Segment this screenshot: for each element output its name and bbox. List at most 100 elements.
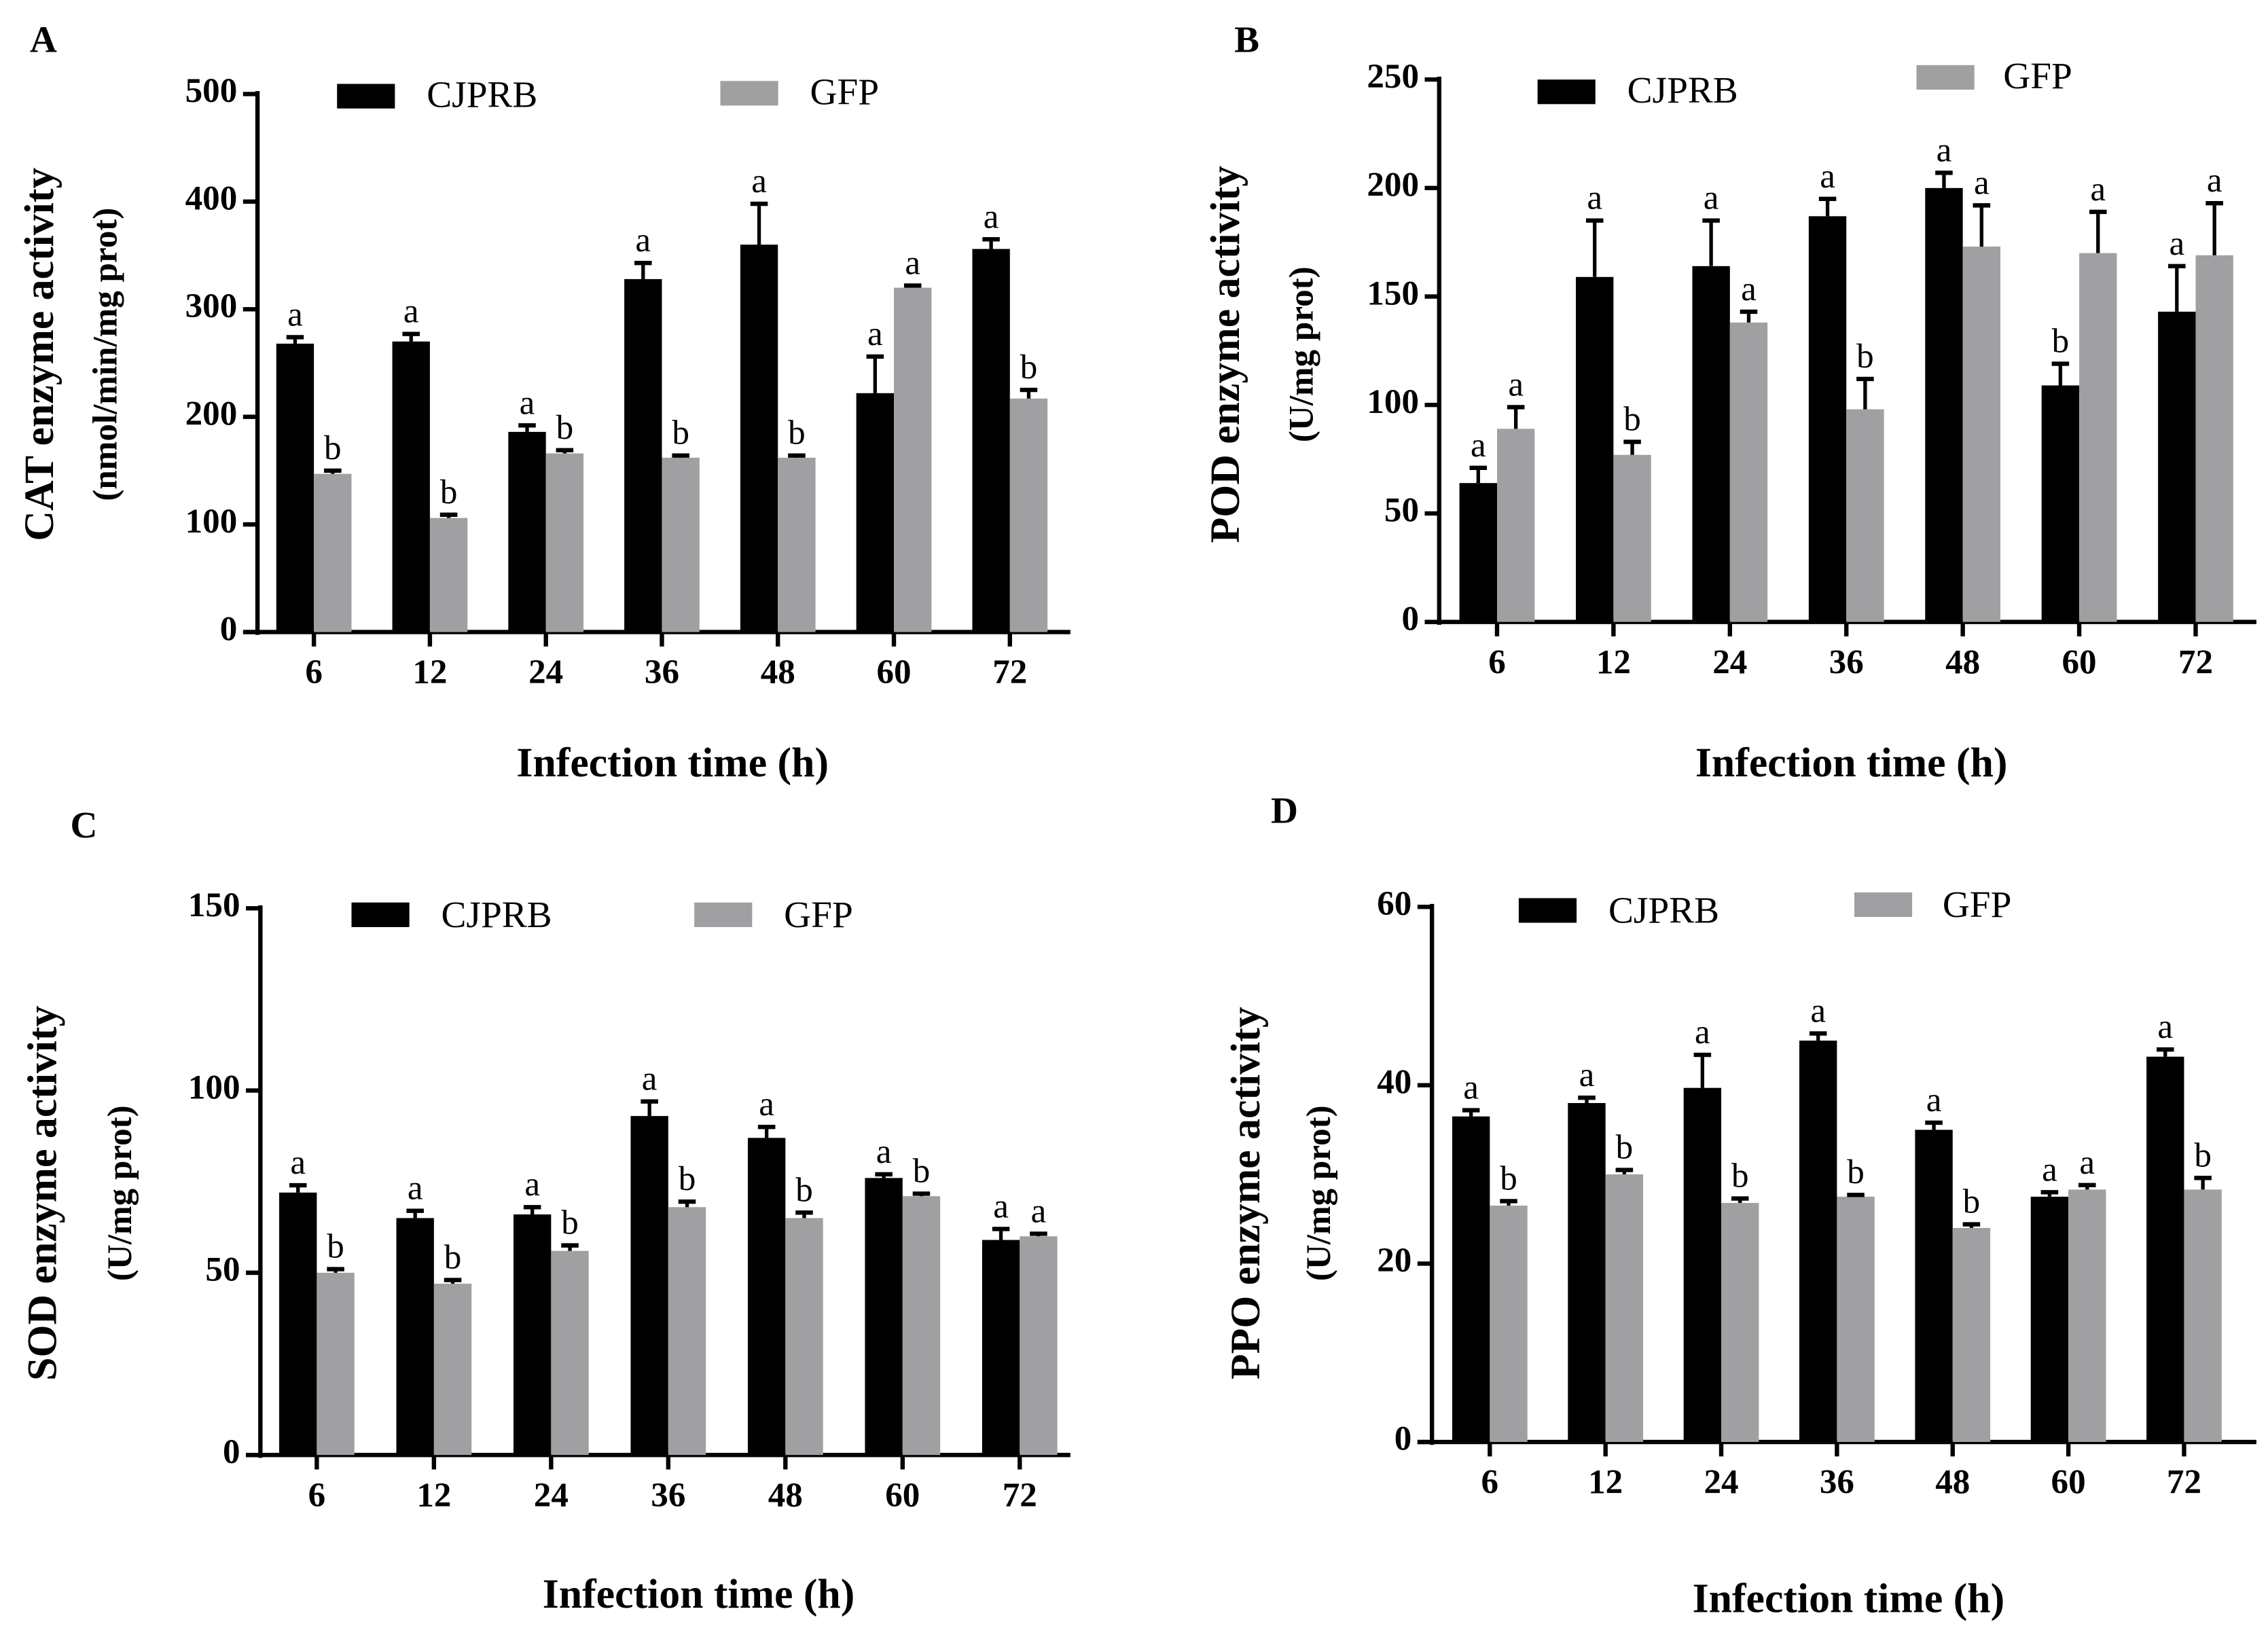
bar-cjprb [396, 1218, 434, 1456]
bar-gfp [1721, 1203, 1759, 1443]
x-tick-label: 6 [1481, 1463, 1499, 1502]
y-tick-label: 250 [1367, 57, 1419, 96]
x-tick-label: 36 [645, 653, 679, 691]
bar-gfp [2195, 255, 2233, 622]
x-tick-label: 48 [1935, 1463, 1970, 1502]
bar-cjprb [1459, 483, 1497, 622]
bar-cjprb [1692, 266, 1730, 622]
x-tick-label: 48 [761, 653, 795, 691]
legend-label: CJPRB [1608, 890, 1719, 931]
y-tick-label: 0 [223, 1432, 240, 1471]
significance-letter: b [444, 1238, 462, 1277]
significance-letter: a [403, 292, 419, 331]
x-tick-label: 72 [2178, 643, 2213, 681]
x-tick-label: 24 [1704, 1463, 1738, 1502]
x-tick-label: 48 [768, 1476, 803, 1515]
significance-letter: a [290, 1143, 306, 1182]
bar-gfp [778, 457, 816, 632]
significance-letter: a [287, 295, 303, 333]
bar-gfp [1009, 398, 1048, 632]
y-tick-label: 60 [1377, 884, 1411, 923]
bar-cjprb [982, 1240, 1020, 1456]
panel-letter: C [71, 804, 98, 846]
bar-gfp [314, 473, 352, 632]
bar-cjprb [513, 1214, 552, 1456]
legend-swatch-cjprb [1518, 898, 1577, 923]
bar-gfp [1496, 429, 1535, 622]
significance-letter: a [2169, 224, 2184, 263]
bar-gfp [2068, 1189, 2106, 1443]
significance-letter: b [788, 414, 806, 452]
y-tick-label: 40 [1377, 1062, 1411, 1101]
significance-letter: a [2207, 161, 2222, 200]
bar-cjprb [1452, 1116, 1490, 1443]
significance-letter: a [1471, 426, 1486, 465]
bar-gfp [1613, 454, 1651, 622]
legend-label: CJPRB [1627, 69, 1738, 111]
significance-letter: b [561, 1204, 579, 1242]
significance-letter: b [1856, 337, 1874, 376]
bar-gfp [433, 1283, 472, 1456]
x-tick-label: 24 [1712, 643, 1747, 681]
significance-letter: b [679, 1159, 696, 1198]
significance-letter: b [1500, 1159, 1517, 1197]
bar-cjprb [2030, 1196, 2069, 1443]
y-axis-title: SOD enzyme activity [19, 1006, 65, 1381]
bar-cjprb [2041, 385, 2080, 622]
significance-letter: a [1463, 1068, 1479, 1106]
significance-letter: a [1741, 270, 1757, 308]
y-tick-label: 100 [188, 1068, 240, 1106]
significance-letter: b [1963, 1182, 1981, 1221]
y-tick-label: 100 [185, 502, 238, 541]
bar-gfp [1846, 409, 1884, 622]
significance-letter: a [2090, 170, 2106, 209]
significance-letter: a [1937, 130, 1952, 169]
significance-letter: a [520, 383, 535, 422]
significance-letter: a [408, 1169, 423, 1208]
bar-cjprb [1799, 1041, 1837, 1443]
y-tick-label: 0 [220, 609, 238, 648]
x-tick-label: 6 [305, 653, 323, 691]
bar-cjprb [1683, 1087, 1722, 1443]
significance-letter: b [556, 408, 574, 447]
y-tick-label: 20 [1377, 1241, 1411, 1280]
significance-letter: a [1926, 1081, 1942, 1119]
bar-gfp [551, 1250, 589, 1456]
y-axis-unit: (U/mg prot) [1299, 1105, 1338, 1281]
significance-letter: a [524, 1165, 540, 1204]
x-tick-label: 72 [1003, 1476, 1037, 1515]
legend-label: GFP [810, 71, 880, 112]
bar-cjprb [624, 278, 662, 632]
x-tick-label: 12 [416, 1476, 451, 1515]
significance-letter: b [1616, 1127, 1634, 1166]
legend-swatch-cjprb [351, 902, 410, 927]
significance-letter: a [1810, 992, 1826, 1030]
significance-letter: b [1731, 1156, 1749, 1195]
bar-cjprb [856, 393, 895, 632]
y-axis-unit: (U/mg prot) [101, 1105, 139, 1281]
y-tick-label: 500 [185, 71, 238, 110]
significance-letter: a [1508, 365, 1524, 403]
bar-gfp [785, 1218, 823, 1456]
legend-label: CJPRB [442, 894, 552, 935]
legend-label: CJPRB [427, 74, 537, 115]
significance-letter: b [1020, 348, 1038, 386]
significance-letter: a [867, 314, 883, 353]
significance-letter: a [2079, 1143, 2095, 1182]
y-tick-label: 50 [1384, 491, 1419, 530]
bar-gfp [1490, 1206, 1528, 1443]
bar-gfp [662, 457, 700, 632]
x-axis-title: Infection time (h) [543, 1571, 855, 1617]
x-axis-title: Infection time (h) [1695, 740, 2008, 786]
y-tick-label: 200 [185, 394, 238, 433]
bar-gfp [2079, 253, 2117, 622]
legend-label: GFP [1943, 884, 2012, 925]
x-tick-label: 60 [876, 653, 911, 691]
y-axis-title: CAT enzyme activity [16, 168, 62, 541]
panel-b: B0501001502002506aa12ab24aa36ab48aa60ba7… [1202, 19, 2256, 786]
panel-letter: B [1234, 19, 1259, 60]
significance-letter: a [2042, 1150, 2057, 1189]
